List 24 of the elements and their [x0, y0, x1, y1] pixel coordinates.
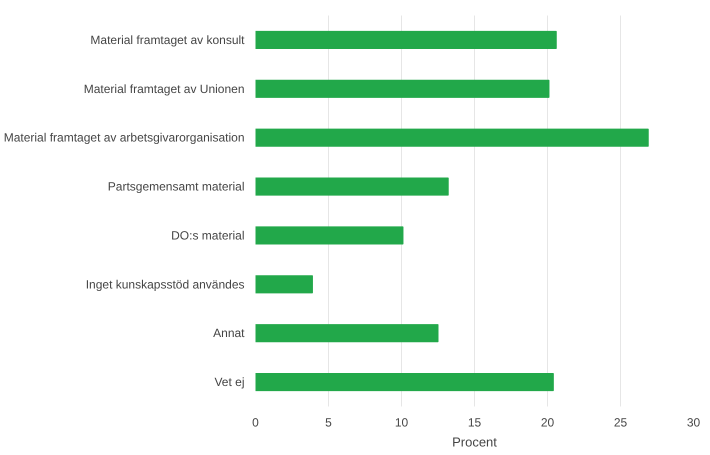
- x-tick-label: 20: [540, 416, 554, 430]
- bar: [256, 275, 313, 294]
- x-tick-label: 15: [468, 416, 482, 430]
- y-tick-label: Material framtaget av Unionen: [84, 82, 245, 96]
- bar: [256, 324, 438, 342]
- x-tick-label: 10: [394, 416, 408, 430]
- x-tick-label: 25: [614, 416, 628, 430]
- y-tick-label: Material framtaget av konsult: [90, 32, 246, 47]
- y-tick-label: Annat: [213, 326, 246, 340]
- bar: [256, 128, 649, 147]
- bar: [256, 178, 449, 196]
- y-tick-label: Partsgemensamt material: [108, 180, 244, 194]
- bar: [256, 373, 554, 392]
- y-tick-label: Vet ej: [214, 375, 245, 390]
- bar: [256, 80, 550, 98]
- bar: [256, 226, 404, 244]
- x-tick-label: 30: [686, 416, 700, 430]
- bar: [256, 30, 557, 49]
- y-tick-label: Inget kunskapsstöd användes: [86, 277, 245, 292]
- x-tick-label: 5: [325, 416, 332, 430]
- y-tick-label: Material framtaget av arbetsgivarorganisation: [4, 130, 245, 145]
- x-axis-title: Procent: [452, 434, 498, 450]
- y-tick-label: DO:s material: [171, 228, 245, 242]
- x-tick-label: 0: [252, 416, 260, 430]
